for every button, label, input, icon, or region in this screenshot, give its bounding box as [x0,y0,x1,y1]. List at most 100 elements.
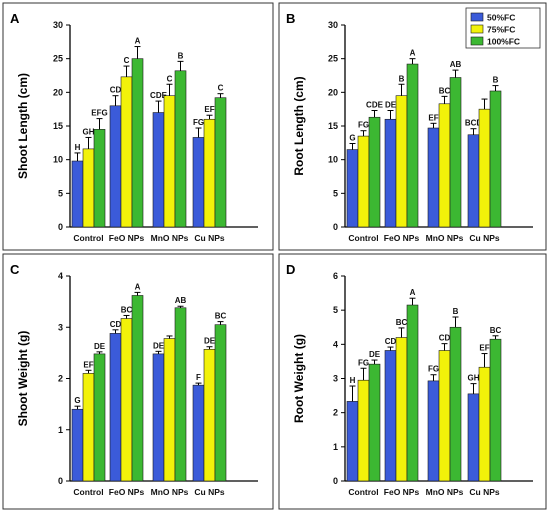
category-label: FeO NPs [109,487,145,497]
y-tick-label: 15 [53,121,63,131]
y-tick-label: 5 [58,188,63,198]
bar-100pctfc [93,129,106,228]
panel-letter: B [286,11,295,26]
bar-100pctfc [406,304,419,482]
bar-75pctfc [163,338,176,482]
category-label: MnO NPs [426,233,464,243]
significance-label: DE [153,341,165,350]
category-label: Cu NPs [469,487,500,497]
significance-label: EF [83,360,93,369]
bar-75pctfc [395,337,408,482]
category-label: FeO NPs [384,487,420,497]
significance-label: CD [439,334,451,343]
bar-100pctfc [93,353,106,482]
bar-50pctfc [427,127,440,228]
significance-label: CD [110,86,122,95]
legend-swatch [470,12,484,22]
significance-label: EFG [91,109,107,118]
bar-50pctfc [192,384,205,482]
significance-label: DE [204,337,216,346]
y-tick-label: 10 [328,155,338,165]
y-tick-label: 0 [333,476,338,486]
y-tick-label: 30 [53,20,63,30]
legend-label: 75%FC [487,25,515,35]
significance-label: C [218,84,224,93]
bar-100pctfc [174,307,187,482]
significance-label: FG [193,118,204,127]
legend-label: 50%FC [487,13,515,23]
significance-label: EF [204,105,214,114]
significance-label: FG [428,365,439,374]
significance-label: B [453,307,459,316]
significance-label: A [135,282,141,291]
category-label: Control [348,233,378,243]
y-tick-label: 10 [53,155,63,165]
bar-100pctfc [174,70,187,228]
y-tick-label: 5 [333,188,338,198]
bar-50pctfc [152,112,165,228]
y-tick-label: 25 [328,54,338,64]
category-label: MnO NPs [151,487,189,497]
y-tick-label: 1 [333,442,338,452]
bar-75pctfc [438,103,451,228]
significance-label: CDE [150,91,168,100]
y-tick-label: 6 [333,271,338,281]
bar-100pctfc [489,90,502,228]
category-label: MnO NPs [426,487,464,497]
bar-75pctfc [357,379,370,482]
bar-75pctfc [478,366,491,482]
bar-100pctfc [131,58,144,228]
significance-label: FG [358,121,369,130]
significance-label: BC [490,326,502,335]
y-tick-label: 4 [333,339,338,349]
bar-75pctfc [203,118,216,228]
significance-label: CDE [366,101,384,110]
significance-label: BCD [465,119,483,128]
significance-label: DE [369,350,381,359]
bar-75pctfc [120,76,133,228]
bar-75pctfc [395,95,408,228]
significance-label: BC [215,312,227,321]
y-axis-label: Shoot Weight (g) [16,331,30,427]
legend-swatch [470,24,484,34]
bar-75pctfc [438,350,451,482]
bar-100pctfc [449,326,462,482]
significance-label: BC [439,86,451,95]
panel-a: A 0 5 10 15 20 25 30 Shoot Length (cm) HGH EFG Cont… [2,2,274,251]
bar-100pctfc [214,97,227,228]
bar-50pctfc [109,105,122,228]
y-axis-label: Root Weight (g) [292,334,306,423]
category-label: MnO NPs [151,233,189,243]
category-label: Cu NPs [469,233,500,243]
bar-100pctfc [214,324,227,482]
y-tick-label: 20 [53,87,63,97]
bar-100pctfc [131,295,144,482]
panel-letter: C [10,262,20,277]
significance-label: H [75,143,81,152]
panel-frame [278,253,547,510]
bar-75pctfc [82,373,95,482]
category-label: Control [348,487,378,497]
y-tick-label: 20 [328,87,338,97]
significance-label: EF [428,113,438,122]
y-tick-label: 0 [58,476,63,486]
bar-50pctfc [152,353,165,482]
significance-label: CD [110,320,122,329]
significance-label: C [167,74,173,83]
category-label: FeO NPs [384,233,420,243]
bar-50pctfc [467,393,480,482]
y-tick-label: 2 [333,408,338,418]
bar-50pctfc [71,408,84,482]
bar-75pctfc [203,348,216,482]
bar-100pctfc [368,363,381,482]
legend: 50%FC 75%FC 100%FC [465,7,541,49]
bar-50pctfc [346,149,359,228]
significance-label: A [135,37,141,46]
y-tick-label: 0 [333,222,338,232]
panel-frame [2,253,274,510]
significance-label: B [493,76,499,85]
significance-label: C [124,56,130,65]
y-tick-label: 3 [333,374,338,384]
significance-label: A [410,288,416,297]
